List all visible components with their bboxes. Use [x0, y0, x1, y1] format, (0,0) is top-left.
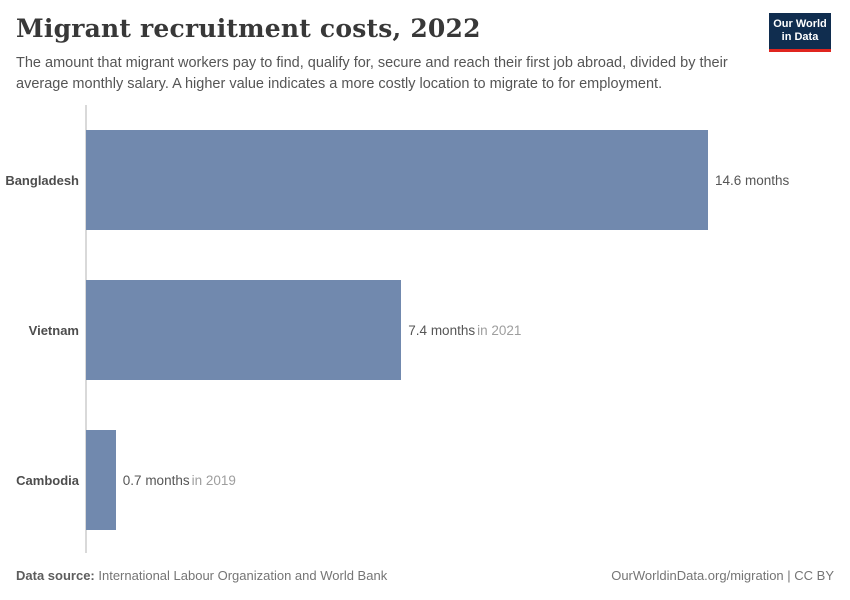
chart-row: Vietnam 7.4 months in 2021	[0, 255, 850, 405]
bar[interactable]	[86, 280, 402, 380]
data-source-label: Data source:	[16, 568, 95, 583]
value-text: 14.6 months	[715, 172, 790, 188]
page-title: Migrant recruitment costs, 2022	[16, 14, 481, 43]
value-text: 7.4 months	[408, 322, 476, 338]
value-label: 0.7 months in 2019	[123, 473, 236, 488]
data-source-text: International Labour Organization and Wo…	[94, 568, 388, 583]
chart-footer: Data source: International Labour Organi…	[16, 568, 834, 583]
bar-chart: Bangladesh 14.6 months Vietnam 7.4 months in…	[0, 105, 850, 555]
time-note: in 2019	[191, 472, 236, 488]
owid-logo: Our World in Data	[769, 13, 831, 52]
chart-row: Bangladesh 14.6 months	[0, 105, 850, 255]
bar[interactable]	[86, 430, 116, 530]
owid-logo-line1: Our World	[773, 18, 827, 30]
value-label: 14.6 months	[715, 173, 791, 188]
license-note: OurWorldinData.org/migration | CC BY	[611, 568, 834, 583]
chart-row: Cambodia 0.7 months in 2019	[0, 405, 850, 555]
y-axis-line	[85, 105, 87, 553]
value-label: 7.4 months in 2021	[408, 323, 521, 338]
category-label: Cambodia	[16, 472, 79, 488]
value-text: 0.7 months	[122, 472, 190, 488]
category-label: Bangladesh	[5, 172, 79, 188]
category-label: Vietnam	[28, 322, 79, 338]
bar[interactable]	[86, 130, 708, 230]
chart-rows: Bangladesh 14.6 months Vietnam 7.4 months in…	[0, 105, 850, 555]
owid-logo-line2: in Data	[781, 31, 819, 43]
chart-subtitle: The amount that migrant workers pay to f…	[16, 55, 728, 92]
data-source-note: Data source: International Labour Organi…	[16, 568, 387, 583]
time-note: in 2021	[477, 322, 522, 338]
